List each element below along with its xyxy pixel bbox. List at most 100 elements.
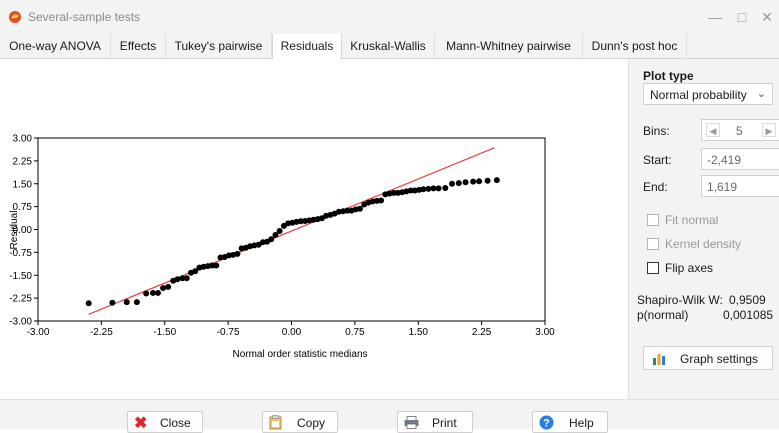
end-input[interactable]: 1,619 (701, 175, 779, 197)
data-point (133, 299, 140, 306)
data-point (165, 283, 172, 290)
y-axis-label: Residual (9, 211, 20, 250)
data-point (344, 207, 351, 214)
data-point (378, 197, 385, 204)
data-point (268, 236, 275, 243)
graph-settings-button[interactable]: Graph settings (643, 346, 773, 370)
increment-icon[interactable]: ▶ (762, 123, 776, 137)
kernel-density-checkbox[interactable] (647, 238, 659, 250)
y-tick-label: 0.75 (13, 202, 33, 213)
tab-one-way-anova[interactable]: One-way ANOVA (0, 34, 111, 58)
x-tick-label: 1.50 (409, 327, 429, 338)
y-tick-label: -2.25 (9, 294, 32, 305)
options-panel: Plot type Normal probability ⌄ Bins: ◀ 5… (628, 59, 779, 399)
print-label: Print (432, 416, 457, 430)
close-icon: ✖ (134, 415, 148, 432)
close-window-icon[interactable]: ✕ (761, 9, 773, 25)
data-point (407, 187, 414, 194)
reference-line (88, 147, 495, 315)
data-point (484, 177, 491, 184)
x-tick-label: -2.25 (90, 327, 113, 338)
fit-normal-checkbox[interactable] (647, 214, 659, 226)
data-point (183, 275, 190, 282)
data-point (430, 185, 437, 192)
data-point (476, 178, 483, 185)
app-logo-icon (9, 11, 21, 23)
flip-axes-checkbox[interactable] (647, 262, 659, 274)
plot-frame (37, 137, 546, 322)
printer-icon (404, 416, 419, 429)
data-point (462, 179, 469, 186)
y-tick-label: 0.00 (13, 225, 33, 236)
data-point (192, 268, 199, 275)
x-tick-label: 0.75 (345, 327, 365, 338)
x-axis-label: Normal order statistic medians (232, 349, 367, 360)
help-icon: ? (539, 415, 554, 430)
shapiro-wilk-value: 0,9509 (729, 293, 766, 307)
tab-tukeys-pairwise[interactable]: Tukey's pairwise (166, 34, 272, 58)
y-tick-label: 2.25 (13, 156, 33, 167)
tab-effects[interactable]: Effects (111, 34, 166, 58)
tab-residuals[interactable]: Residuals (272, 34, 342, 59)
end-value: 1,619 (707, 180, 738, 194)
data-point (276, 228, 283, 235)
chevron-down-icon: ⌄ (756, 88, 766, 100)
tab-kruskal-wallis[interactable]: Kruskal-Wallis (342, 34, 435, 58)
data-point (442, 185, 449, 192)
start-input[interactable]: -2,419 (701, 148, 779, 170)
data-point (425, 185, 432, 192)
start-label: Start: (643, 153, 672, 167)
x-tick-label: -3.00 (27, 327, 50, 338)
data-point (179, 275, 186, 282)
x-tick-label: -0.75 (217, 327, 240, 338)
close-button[interactable]: ✖ Close (127, 411, 203, 433)
help-button[interactable]: ? Help (532, 411, 608, 433)
window-title: Several-sample tests (28, 10, 141, 24)
print-button[interactable]: Print (397, 411, 473, 433)
data-point (213, 262, 220, 269)
flip-axes-label: Flip axes (665, 261, 714, 275)
data-point (390, 189, 397, 196)
data-point (143, 290, 150, 297)
data-point (149, 289, 156, 296)
x-tick-label: 3.00 (535, 327, 555, 338)
tab-dunns-post-hoc[interactable]: Dunn's post hoc (583, 34, 687, 58)
data-point (154, 289, 161, 296)
data-point (449, 180, 456, 187)
close-label: Close (160, 416, 191, 430)
tab-mann-whitney-pairwise[interactable]: Mann-Whitney pairwise (435, 34, 583, 58)
svg-text:?: ? (543, 418, 550, 430)
copy-button[interactable]: Copy (262, 411, 338, 433)
maximize-icon[interactable]: □ (737, 9, 747, 25)
data-point (455, 180, 462, 187)
copy-label: Copy (297, 416, 326, 430)
data-point (85, 300, 92, 307)
data-point (209, 262, 216, 269)
y-tick-label: -1.50 (9, 271, 32, 282)
y-tick-label: 3.00 (13, 134, 33, 145)
y-tick-label: -0.75 (9, 248, 32, 259)
residual-normal-probability-plot: 3.00 2.25 1.50 0.75 0.00 -0.75 -1.50 -2.25 -3.00… (9, 134, 555, 361)
y-tick-label: 1.50 (13, 179, 33, 190)
bins-stepper[interactable]: ◀ 5 ▶ (701, 119, 779, 141)
data-point (234, 250, 241, 257)
decrement-icon[interactable]: ◀ (706, 123, 720, 137)
data-point (109, 299, 116, 306)
bins-value: 5 (736, 124, 743, 138)
data-point (174, 276, 181, 283)
shapiro-wilk-label: Shapiro-Wilk W: (637, 293, 723, 307)
fit-normal-label: Fit normal (665, 213, 719, 227)
graph-settings-label: Graph settings (680, 352, 759, 366)
bottom-bar: ✖ Close Copy Print ? Help (0, 399, 779, 433)
plot-type-value: Normal probability (650, 88, 747, 102)
x-tick-label: -1.50 (153, 327, 176, 338)
help-label: Help (569, 416, 594, 430)
kernel-density-label: Kernel density (665, 237, 742, 251)
x-tick-label: 2.25 (472, 327, 492, 338)
end-label: End: (643, 180, 668, 194)
y-tick-label: -3.00 (9, 317, 32, 328)
plot-type-dropdown[interactable]: Normal probability ⌄ (643, 83, 773, 105)
title-bar: Several-sample tests — □ ✕ (0, 0, 779, 34)
data-point (420, 186, 427, 193)
minimize-icon[interactable]: — (708, 9, 722, 25)
